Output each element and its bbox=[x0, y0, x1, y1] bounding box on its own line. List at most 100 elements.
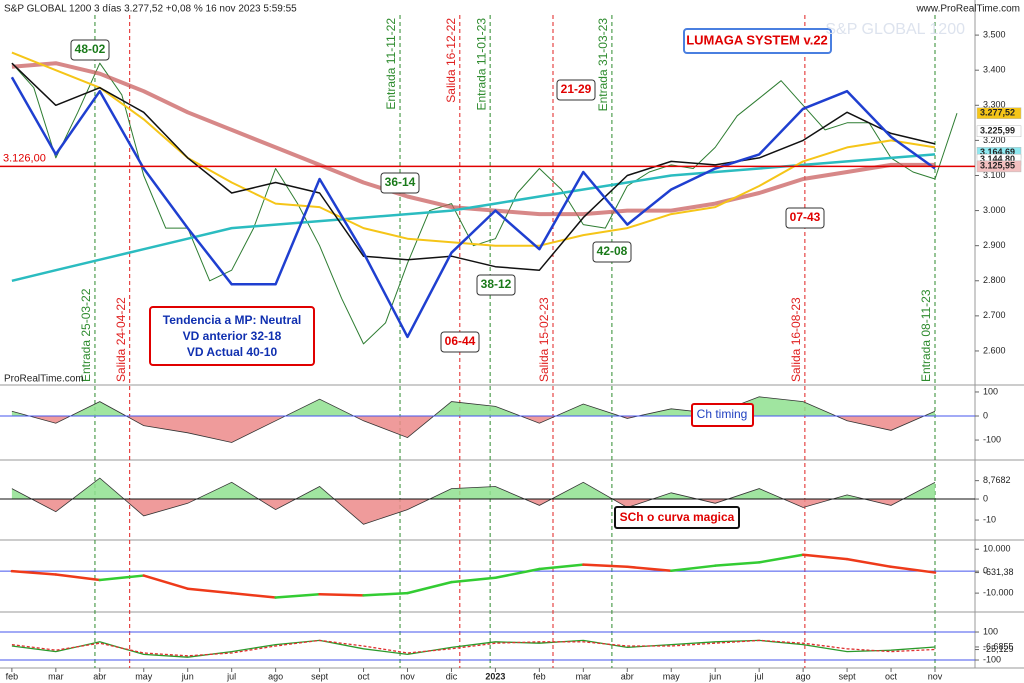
y-tick-label: 2.700 bbox=[983, 310, 1006, 320]
signal-label: Entrada 08-11-23 bbox=[919, 289, 933, 382]
x-tick-label: feb bbox=[6, 671, 19, 681]
x-tick-label: dic bbox=[446, 671, 458, 681]
count-box bbox=[785, 207, 825, 229]
slope-segment bbox=[626, 565, 673, 572]
x-tick-label: mar bbox=[576, 671, 592, 681]
slope-segment bbox=[538, 563, 585, 571]
y-tick-label: 3.200 bbox=[983, 135, 1006, 145]
price-line bbox=[10, 76, 936, 339]
x-tick-label: feb bbox=[533, 671, 546, 681]
x-tick-label: ago bbox=[268, 671, 283, 681]
count-box bbox=[380, 172, 420, 194]
slope-segment bbox=[801, 553, 849, 561]
signal-label: Entrada 31-03-23 bbox=[596, 18, 610, 112]
y-tick-label: -25,129 bbox=[983, 644, 1014, 654]
slope-segment bbox=[10, 569, 58, 576]
count-label: 36-14 bbox=[385, 175, 416, 189]
y-tick-label: 0 bbox=[983, 410, 988, 420]
slope-segment bbox=[669, 564, 717, 572]
header-title: S&P GLOBAL 1200 3 días 3.277,52 +0,08 % … bbox=[4, 4, 297, 15]
info-line: Tendencia a MP: Neutral bbox=[163, 313, 301, 327]
price-line bbox=[11, 51, 936, 247]
y-tick-label: -100 bbox=[983, 654, 1001, 664]
count-box bbox=[70, 39, 110, 61]
osc-line bbox=[11, 477, 936, 525]
y-tick-label: 3.100 bbox=[983, 170, 1006, 180]
slope-segment bbox=[757, 553, 805, 564]
x-tick-label: abr bbox=[621, 671, 634, 681]
signal-label: Entrada 25-03-22 bbox=[79, 288, 93, 382]
x-tick-label: oct bbox=[358, 671, 371, 681]
x-tick-label: jul bbox=[226, 671, 236, 681]
y-tick-label: 8,7682 bbox=[983, 475, 1011, 485]
slope-segment bbox=[142, 574, 189, 590]
y-tick-label: 2.900 bbox=[983, 240, 1006, 250]
brand: ProRealTime.com bbox=[4, 374, 84, 385]
x-tick-label: jul bbox=[754, 671, 764, 681]
y-tick-label: -6,6855 bbox=[983, 641, 1014, 651]
x-tick-label: may bbox=[663, 671, 681, 681]
count-box bbox=[556, 79, 596, 101]
x-tick-label: sept bbox=[311, 671, 329, 681]
count-label: 48-02 bbox=[75, 42, 106, 56]
price-line bbox=[11, 61, 935, 217]
info-line: VD Actual 40-10 bbox=[187, 345, 278, 359]
slope-segment bbox=[54, 573, 102, 582]
y-tick-label: 3.400 bbox=[983, 65, 1006, 75]
info-box bbox=[149, 306, 315, 366]
price-tag bbox=[976, 107, 1022, 119]
slope-segment bbox=[362, 591, 409, 597]
y-tick-label: -100 bbox=[983, 434, 1001, 444]
count-box bbox=[592, 241, 632, 263]
panel-title: SCh o curva magica bbox=[620, 510, 735, 524]
price-tag-label: 3.277,52 bbox=[980, 108, 1015, 118]
slope-segment bbox=[582, 563, 629, 569]
price-line bbox=[11, 62, 936, 271]
y-tick-label: 2.800 bbox=[983, 275, 1006, 285]
price-tag bbox=[976, 125, 1022, 138]
area-negative bbox=[31, 499, 904, 525]
price-tag-label: 3.164,69 bbox=[980, 147, 1015, 157]
signal-label: Salida 16-08-23 bbox=[789, 297, 803, 382]
slope-segment bbox=[494, 567, 541, 580]
count-label: 21-29 bbox=[561, 82, 592, 96]
signal-label: Salida 24-04-22 bbox=[114, 297, 128, 382]
x-tick-label: oct bbox=[885, 671, 898, 681]
x-tick-label: nov bbox=[928, 671, 943, 681]
y-tick-label: 100 bbox=[983, 626, 998, 636]
price-tag-label: 3.144,80 bbox=[980, 154, 1015, 164]
slope-segment bbox=[845, 557, 893, 569]
osc-line bbox=[11, 639, 936, 657]
y-tick-label: 10.000 bbox=[983, 544, 1011, 554]
area-negative bbox=[11, 416, 935, 443]
slope-segment bbox=[230, 591, 277, 599]
osc-line bbox=[11, 639, 936, 658]
signal-label: Salida 15-02-23 bbox=[537, 297, 551, 382]
count-box bbox=[476, 274, 516, 296]
site: www.ProRealTime.com bbox=[915, 4, 1020, 15]
signal-label: Entrada 11-11-22 bbox=[384, 18, 398, 110]
slope-segment bbox=[186, 587, 233, 595]
area-positive bbox=[11, 396, 935, 417]
x-tick-label: may bbox=[135, 671, 153, 681]
price-tag bbox=[976, 160, 1022, 173]
x-tick-label: nov bbox=[400, 671, 415, 681]
y-tick-label: 100 bbox=[983, 386, 998, 396]
x-tick-label: abr bbox=[93, 671, 106, 681]
chart-title: LUMAGA SYSTEM v.22 bbox=[686, 32, 828, 47]
support-label: 3.126,00 bbox=[3, 152, 46, 164]
slope-segment bbox=[318, 592, 365, 597]
y-tick-label: 3.300 bbox=[983, 100, 1006, 110]
x-tick-label: jun bbox=[181, 671, 194, 681]
panel-title: Ch timing bbox=[697, 407, 748, 421]
count-label: 07-43 bbox=[790, 210, 821, 224]
price-line bbox=[11, 62, 958, 345]
x-tick-label: 2023 bbox=[485, 671, 505, 681]
slope-segment bbox=[98, 574, 145, 582]
y-tick-label: 3.000 bbox=[983, 205, 1006, 215]
y-tick-label: 0 bbox=[983, 566, 988, 576]
signal-label: Entrada 11-01-23 bbox=[474, 18, 488, 111]
slope-segment bbox=[274, 592, 321, 599]
slope-segment bbox=[889, 565, 937, 574]
x-tick-label: ago bbox=[796, 671, 811, 681]
